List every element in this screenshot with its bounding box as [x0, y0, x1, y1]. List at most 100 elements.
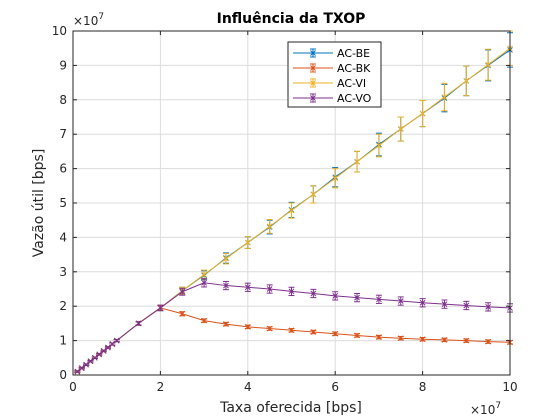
data-point-ac-vo — [288, 288, 295, 295]
data-point-ac-vi — [310, 191, 317, 198]
data-point-ac-vo — [201, 279, 207, 286]
marker-stroke — [485, 304, 492, 310]
marker-stroke — [223, 321, 229, 327]
data-point-ac-bk — [288, 327, 295, 334]
data-point-ac-vo — [485, 304, 492, 310]
data-point-ac-vi — [244, 239, 251, 246]
marker-stroke — [463, 78, 470, 84]
marker-stroke — [266, 223, 273, 230]
marker-stroke — [397, 298, 404, 304]
data-point-ac-vo — [135, 320, 142, 327]
marker-stroke — [96, 351, 103, 358]
marker-stroke — [288, 288, 295, 295]
data-point-ac-vo — [105, 344, 111, 351]
legend-marker — [310, 65, 316, 71]
y-tick-label: 6 — [59, 162, 67, 176]
marker-stroke — [223, 255, 229, 262]
marker-stroke — [266, 286, 273, 292]
data-point-ac-vo — [332, 293, 339, 299]
data-point-ac-bk — [179, 310, 186, 317]
marker-stroke — [397, 126, 404, 132]
data-point-ac-bk — [332, 330, 339, 337]
data-point-ac-vi — [397, 126, 404, 132]
marker-stroke — [179, 288, 186, 295]
x-tick-label: 8 — [419, 380, 427, 394]
marker-stroke — [288, 207, 295, 214]
marker-stroke — [419, 299, 426, 306]
marker-stroke — [397, 335, 404, 342]
marker-stroke — [83, 361, 89, 368]
data-point-ac-vo — [266, 286, 273, 292]
marker-stroke — [354, 332, 360, 339]
series-ac-vo — [74, 278, 513, 375]
x-tick-label: 6 — [331, 380, 339, 394]
y-tick-label: 1 — [59, 334, 67, 348]
marker-stroke — [91, 354, 98, 361]
x-axis-label: Taxa oferecida [bps] — [219, 400, 362, 416]
marker-stroke — [354, 158, 360, 165]
x-tick-label: 10 — [502, 380, 517, 394]
marker-stroke — [441, 337, 448, 343]
x-exponent: 7 — [495, 401, 501, 411]
legend-entry-ac-bk: AC-BK — [293, 62, 371, 75]
marker-stroke — [157, 305, 164, 311]
data-point-ac-vi — [266, 223, 273, 230]
marker-stroke — [376, 334, 382, 341]
marker-stroke — [266, 325, 273, 332]
chart-title: Influência da TXOP — [217, 11, 366, 27]
marker-stroke — [288, 327, 295, 334]
legend-entry-ac-vi: AC-VI — [293, 77, 366, 90]
marker-stroke — [419, 110, 426, 117]
marker-stroke — [244, 323, 251, 330]
marker-stroke — [463, 302, 470, 309]
x-multiplier-base: ×10 — [470, 403, 495, 417]
data-point-ac-vi — [376, 142, 382, 149]
y-tick-label: 9 — [59, 58, 67, 72]
data-point-ac-vo — [419, 299, 426, 306]
y-tick-label: 2 — [59, 299, 67, 313]
data-point-ac-vo — [157, 305, 164, 311]
marker-stroke — [78, 365, 85, 371]
data-point-ac-vi — [441, 94, 448, 100]
marker-stroke — [113, 337, 120, 344]
x-tick-label: 2 — [157, 380, 165, 394]
data-point-ac-bk — [201, 317, 207, 324]
legend-entry-ac-vo: AC-VO — [293, 92, 372, 105]
legend-label-ac-vi: AC-VI — [337, 77, 366, 90]
data-point-ac-vi — [288, 207, 295, 214]
marker-stroke — [376, 142, 382, 149]
marker-stroke — [485, 61, 492, 68]
data-point-ac-vo — [113, 337, 120, 344]
legend-entry-ac-be: AC-BE — [293, 47, 370, 60]
data-point-ac-vo — [223, 282, 229, 289]
marker-stroke — [441, 94, 448, 100]
data-point-ac-vi — [485, 61, 492, 68]
marker-stroke — [310, 329, 317, 335]
data-point-ac-vo — [91, 354, 98, 361]
marker-stroke — [74, 368, 81, 375]
data-point-ac-vi — [201, 271, 207, 278]
marker-stroke — [332, 293, 339, 299]
y-multiplier-base: ×10 — [73, 14, 98, 28]
legend-marker — [310, 80, 316, 86]
data-point-ac-bk — [266, 325, 273, 332]
legend-marker — [310, 50, 316, 56]
data-point-ac-bk — [223, 321, 229, 327]
data-point-ac-vo — [179, 288, 186, 295]
data-point-ac-vo — [87, 358, 94, 365]
data-point-ac-vi — [463, 78, 470, 84]
data-point-ac-vo — [78, 365, 85, 371]
legend-label-ac-bk: AC-BK — [337, 62, 371, 75]
data-point-ac-bk — [441, 337, 448, 343]
data-point-ac-vo — [376, 296, 382, 303]
y-tick-label: 4 — [59, 230, 67, 244]
x-multiplier: ×107 — [470, 401, 501, 417]
y-tick-label: 7 — [59, 127, 67, 141]
ticks: 0 2 4 6 8 10 0 1 2 3 4 5 6 7 8 9 10 — [52, 24, 518, 394]
series-layer — [74, 30, 513, 375]
y-tick-label: 0 — [59, 368, 67, 382]
legend-label-ac-be: AC-BE — [337, 47, 370, 60]
marker-stroke — [332, 175, 339, 182]
data-point-ac-bk — [376, 334, 382, 341]
